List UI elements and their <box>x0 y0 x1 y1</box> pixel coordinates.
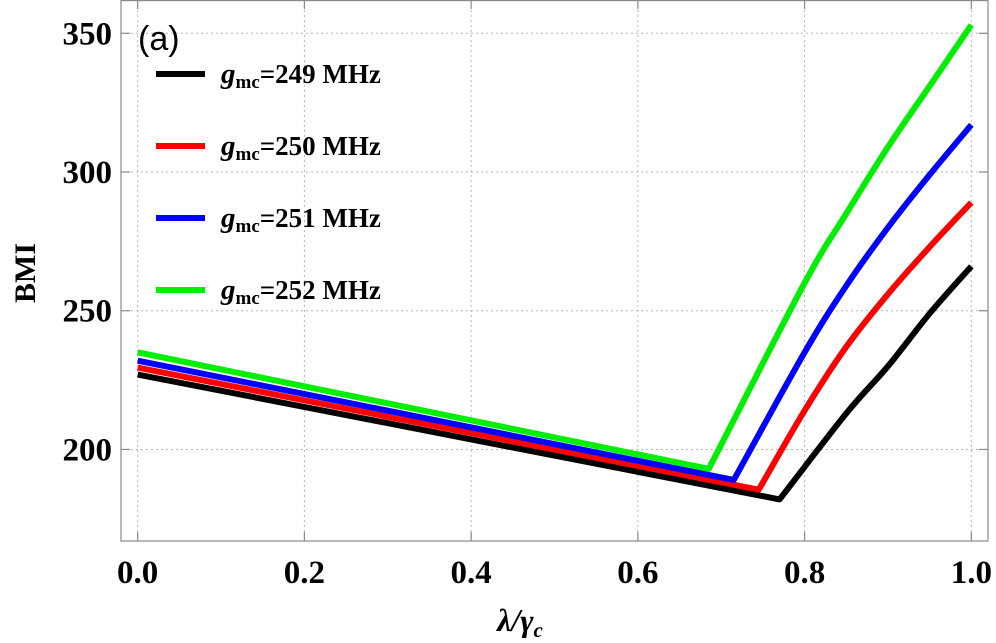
legend-value-2: =251 MHz <box>260 203 381 233</box>
legend-label-0: gmc=249 MHz <box>220 58 381 93</box>
y-axis-title: BMI <box>9 243 42 303</box>
x-tick-label-4: 0.8 <box>784 555 825 591</box>
x-axis-title: λ/γc <box>495 602 543 642</box>
series-line-2 <box>137 122 974 483</box>
legend-subscript-1: mc <box>236 144 260 165</box>
series-line-0 <box>137 264 974 503</box>
y-tick-label-1: 250 <box>63 294 113 330</box>
y-tick-label-0: 200 <box>63 432 113 468</box>
series-line-1 <box>137 200 974 493</box>
x-tick-label-3: 0.6 <box>617 555 658 591</box>
legend-value-0: =249 MHz <box>260 59 381 89</box>
y-tick-label-3: 350 <box>63 16 113 52</box>
x-tick-label-5: 1.0 <box>951 555 992 591</box>
axes <box>120 0 989 542</box>
x-tick-label-0: 0.0 <box>117 555 158 591</box>
legend-subscript-2: mc <box>236 216 260 237</box>
legend-symbol-0: g <box>220 58 236 90</box>
x-tick-label-1: 0.2 <box>284 555 325 591</box>
legend-subscript-0: mc <box>236 72 260 93</box>
series-line-3 <box>137 23 974 472</box>
legend-symbol-3: g <box>220 274 236 306</box>
x-axis-title-gamma: γ <box>520 602 534 638</box>
legend-symbol-2: g <box>220 202 236 234</box>
plot-frame <box>120 0 989 542</box>
legend-label-1: gmc=250 MHz <box>220 130 381 165</box>
legend-value-1: =250 MHz <box>260 131 381 161</box>
panel-label: (a) <box>138 20 180 58</box>
y-tick-label-2: 300 <box>63 155 113 191</box>
series-lines <box>137 23 974 503</box>
legend-value-3: =252 MHz <box>260 275 381 305</box>
x-axis-title-lambda: λ/ <box>495 602 523 638</box>
legend-subscript-3: mc <box>236 288 260 309</box>
x-tick-label-2: 0.4 <box>451 555 492 591</box>
legend-symbol-1: g <box>220 130 236 162</box>
legend-label-3: gmc=252 MHz <box>220 274 381 309</box>
tick-labels: 0.0 0.2 0.4 0.6 0.8 1.0 200 250 300 350 <box>63 16 992 591</box>
x-axis-title-sub: c <box>534 618 544 642</box>
legend-label-2: gmc=251 MHz <box>220 202 381 237</box>
